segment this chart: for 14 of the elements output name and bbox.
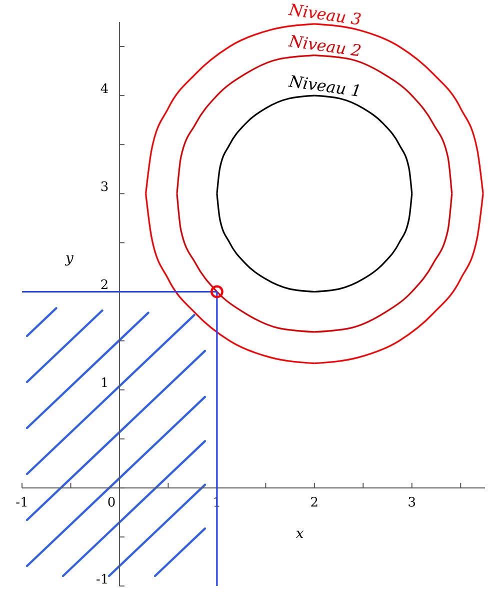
y-axis-title: y — [64, 250, 75, 266]
x-tick-label: 0 — [107, 496, 116, 511]
text: Niveau 3 — [286, 0, 363, 29]
text: Niveau 1 — [286, 72, 363, 101]
y-tick-label: 1 — [100, 376, 109, 392]
x-axis-title: x — [296, 526, 304, 542]
x-tick-label: 2 — [310, 496, 319, 511]
text: Niveau 2 — [286, 31, 363, 60]
y-tick-label: 2 — [100, 278, 109, 294]
y-tick-label: 3 — [100, 180, 109, 196]
y-tick-label: -1 — [96, 572, 109, 588]
x-tick-label: 3 — [408, 496, 416, 511]
x-tick-label: -1 — [16, 496, 28, 511]
y-tick-label: 4 — [100, 82, 109, 97]
